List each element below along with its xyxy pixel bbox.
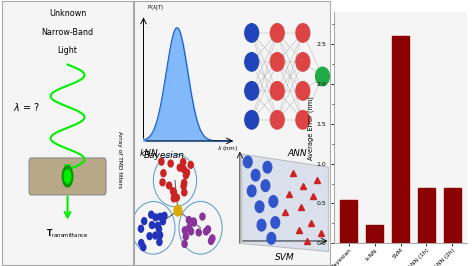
Circle shape — [182, 227, 187, 234]
Circle shape — [156, 226, 162, 232]
Text: $\lambda$ = ?: $\lambda$ = ? — [13, 101, 40, 113]
Text: SVM: SVM — [275, 253, 295, 262]
Circle shape — [245, 53, 259, 71]
Circle shape — [160, 218, 165, 225]
Circle shape — [261, 180, 270, 192]
Circle shape — [181, 166, 186, 173]
Circle shape — [296, 111, 310, 129]
Circle shape — [157, 239, 162, 246]
Circle shape — [160, 179, 165, 186]
Circle shape — [191, 218, 196, 225]
Circle shape — [183, 172, 189, 179]
Circle shape — [177, 164, 182, 171]
Circle shape — [181, 159, 186, 165]
Circle shape — [153, 214, 158, 221]
Circle shape — [270, 82, 284, 100]
Circle shape — [210, 235, 215, 242]
Circle shape — [184, 169, 190, 176]
Circle shape — [245, 24, 259, 42]
Circle shape — [267, 232, 276, 244]
Circle shape — [270, 111, 284, 129]
Circle shape — [182, 240, 187, 247]
Circle shape — [63, 166, 73, 187]
Text: Light: Light — [58, 46, 77, 55]
Text: Bayesian: Bayesian — [144, 151, 184, 160]
Bar — [340, 200, 357, 243]
Circle shape — [316, 67, 329, 86]
Circle shape — [181, 183, 186, 190]
Circle shape — [171, 188, 176, 195]
Circle shape — [205, 226, 210, 233]
Circle shape — [159, 158, 164, 165]
Circle shape — [166, 182, 172, 189]
Circle shape — [271, 217, 280, 228]
Circle shape — [171, 195, 176, 202]
Circle shape — [149, 222, 155, 228]
Circle shape — [168, 160, 173, 167]
Circle shape — [203, 228, 209, 235]
Circle shape — [172, 189, 176, 196]
Circle shape — [174, 194, 179, 201]
Circle shape — [183, 233, 188, 240]
Circle shape — [155, 222, 160, 229]
Text: ANN: ANN — [287, 149, 307, 158]
Circle shape — [141, 244, 146, 251]
Bar — [444, 188, 461, 243]
Polygon shape — [242, 154, 328, 252]
Circle shape — [247, 185, 256, 197]
Circle shape — [245, 111, 259, 129]
Circle shape — [142, 218, 147, 225]
Circle shape — [186, 217, 191, 223]
Text: kNN: kNN — [139, 149, 158, 158]
Circle shape — [296, 53, 310, 71]
Circle shape — [255, 201, 264, 213]
Circle shape — [209, 238, 214, 244]
Circle shape — [139, 240, 144, 247]
Circle shape — [158, 213, 163, 220]
Circle shape — [269, 196, 278, 207]
Circle shape — [245, 82, 259, 100]
Text: $\lambda$ (nm): $\lambda$ (nm) — [217, 144, 238, 152]
Circle shape — [189, 228, 193, 235]
FancyBboxPatch shape — [29, 158, 106, 195]
Circle shape — [174, 205, 182, 216]
Circle shape — [270, 53, 284, 71]
Circle shape — [157, 232, 163, 239]
Y-axis label: Average Error (nm): Average Error (nm) — [307, 96, 314, 160]
Text: Narrow-Band: Narrow-Band — [42, 28, 93, 37]
Circle shape — [270, 24, 284, 42]
Circle shape — [200, 213, 205, 220]
Bar — [418, 188, 435, 243]
Circle shape — [196, 229, 201, 236]
Bar — [366, 225, 383, 243]
Circle shape — [257, 219, 266, 231]
Circle shape — [138, 225, 144, 232]
Circle shape — [187, 224, 192, 231]
Circle shape — [296, 24, 310, 42]
Text: Unknown: Unknown — [49, 9, 86, 18]
Text: P($\lambda$|T): P($\lambda$|T) — [147, 3, 164, 12]
Circle shape — [296, 82, 310, 100]
Text: Array of TMD filters: Array of TMD filters — [117, 131, 122, 188]
Circle shape — [153, 232, 158, 239]
Circle shape — [188, 161, 193, 168]
Circle shape — [182, 179, 187, 186]
Circle shape — [161, 170, 166, 177]
Circle shape — [182, 189, 187, 196]
Circle shape — [162, 212, 167, 219]
Circle shape — [191, 219, 196, 226]
Circle shape — [147, 233, 152, 240]
Circle shape — [64, 170, 71, 183]
Circle shape — [149, 211, 154, 218]
Text: $\mathbf{T}_{\rm ransmittance}$: $\mathbf{T}_{\rm ransmittance}$ — [46, 228, 89, 240]
Bar — [392, 36, 409, 243]
Circle shape — [263, 161, 272, 173]
Circle shape — [244, 156, 252, 168]
Circle shape — [251, 169, 260, 181]
